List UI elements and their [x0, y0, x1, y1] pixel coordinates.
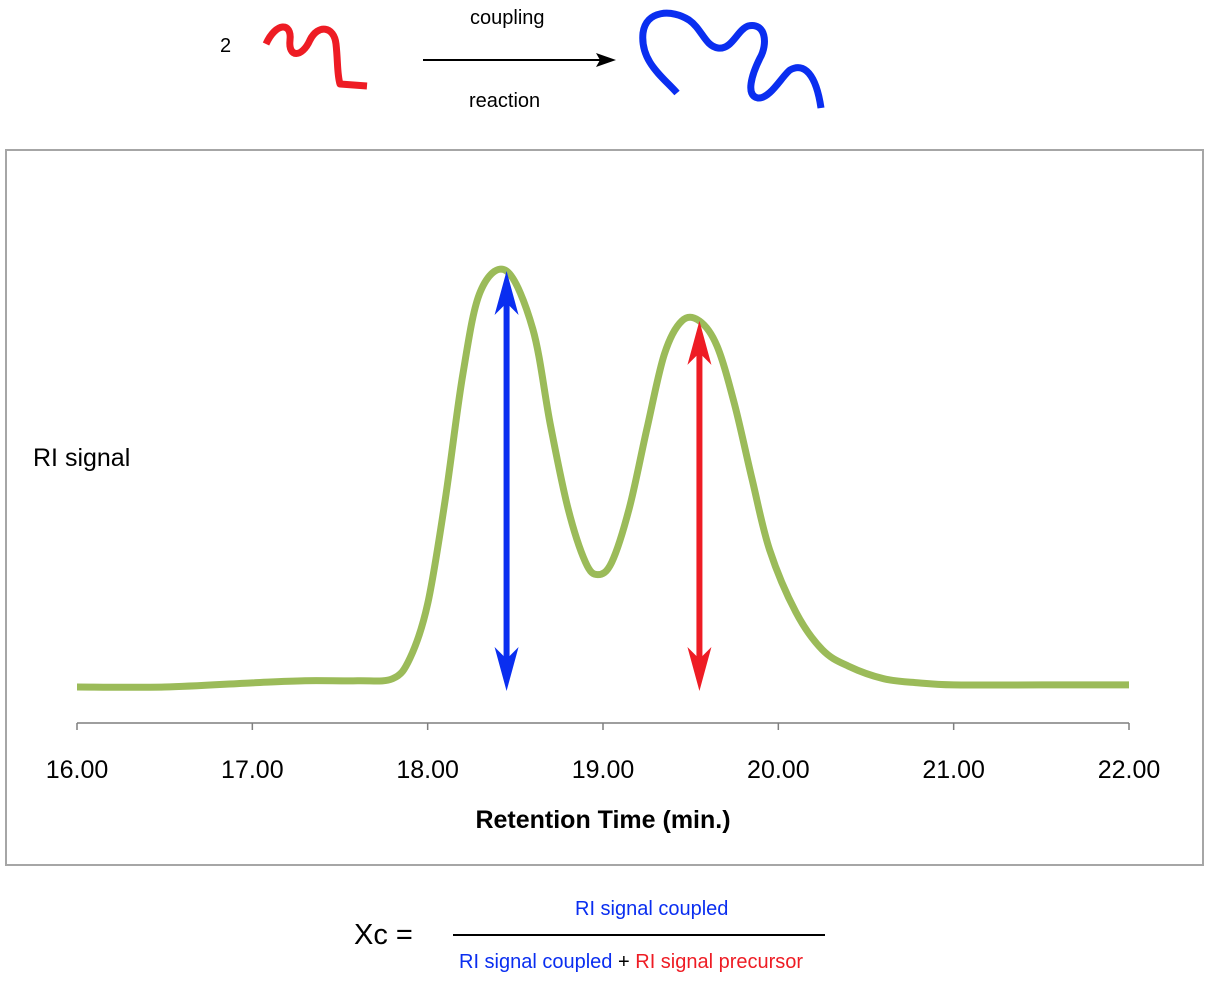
stoichiometric-coefficient: 2	[220, 35, 232, 57]
arrow-label-bottom: reaction	[469, 90, 541, 112]
peak-arrow-coupled	[494, 271, 519, 691]
reaction-arrowhead-icon	[596, 53, 616, 67]
peak-height-arrows	[494, 271, 712, 691]
reaction-scheme	[262, 9, 825, 109]
formula-lhs: Xc =	[354, 919, 413, 951]
x-tick-label: 21.00	[922, 756, 985, 784]
x-tick-label: 19.00	[572, 756, 635, 784]
x-tick-label: 18.00	[396, 756, 459, 784]
arrowhead-down-icon	[494, 647, 519, 691]
coupled-chain-icon	[639, 9, 825, 109]
y-axis-label: RI signal	[33, 444, 131, 472]
x-tick-label: 22.00	[1098, 756, 1161, 784]
x-axis-label: Retention Time (min.)	[475, 806, 730, 834]
x-tick-label: 20.00	[747, 756, 810, 784]
x-axis: 16.00 17.00 18.00 19.00 20.00 21.00 22.00	[46, 722, 1161, 784]
x-tick-label: 17.00	[221, 756, 284, 784]
arrowhead-down-icon	[687, 647, 712, 691]
peak-arrow-precursor	[687, 320, 712, 691]
precursor-chain-icon	[262, 23, 368, 90]
rsi-signal-line	[76, 265, 1129, 691]
x-tick-label: 16.00	[46, 756, 109, 784]
formula-numerator: RI signal coupled	[575, 898, 729, 920]
chart-frame	[5, 149, 1204, 866]
denominator-precursor: RI signal precursor	[635, 951, 804, 973]
formula-denominator: RI signal coupled + RI signal precursor	[459, 951, 803, 974]
fraction-bar	[453, 934, 825, 936]
arrowhead-up-icon	[494, 271, 519, 315]
arrowhead-up-icon	[687, 320, 712, 365]
denominator-plus: +	[618, 951, 630, 973]
denominator-coupled: RI signal coupled	[459, 951, 613, 973]
arrow-label-top: coupling	[470, 7, 545, 29]
